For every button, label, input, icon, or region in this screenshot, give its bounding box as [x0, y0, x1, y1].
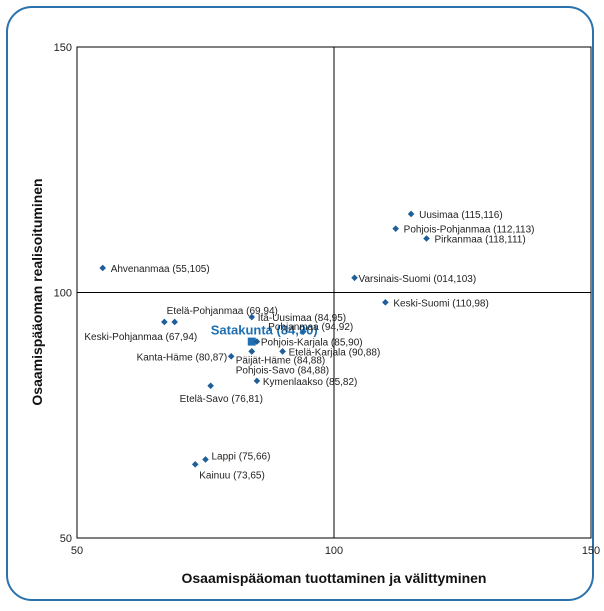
y-axis-title: Osaamispääoman realisoituminen [29, 178, 45, 405]
data-point [423, 235, 430, 242]
data-point [99, 264, 106, 272]
point-label: Kainuu (73,65) [199, 470, 265, 481]
data-point [279, 348, 286, 355]
x-tick-label: 100 [325, 545, 343, 557]
data-point [253, 338, 261, 345]
point-label: Ahvenanmaa (55,105) [111, 264, 210, 275]
chart-frame [6, 6, 594, 601]
data-point [202, 456, 209, 463]
point-label: Päijät-Häme (84,88) [236, 355, 325, 366]
point-label: Pirkanmaa (118,111) [435, 234, 526, 245]
data-point [382, 299, 389, 306]
y-tick-label: 100 [54, 288, 72, 300]
point-labels: Uusimaa (115,116) Pohjois-Pohjanmaa (112,… [84, 210, 534, 481]
axis-ticks: 50 100 150 50 100 150 [54, 42, 601, 557]
point-label: Pohjois-Savo (84,88) [236, 365, 329, 376]
reference-lines [77, 47, 591, 538]
x-tick-label: 150 [582, 545, 600, 557]
data-point [299, 328, 307, 336]
data-point [161, 318, 168, 326]
point-label: Pohjois-Pohjanmaa (112,113) [404, 225, 535, 236]
point-label: Uusimaa (115,116) [419, 210, 503, 221]
data-point [207, 382, 214, 390]
point-label: Lappi (75,66) [212, 451, 271, 462]
point-label: Kanta-Häme (80,87) [137, 352, 228, 363]
y-tick-label: 150 [54, 42, 72, 54]
point-label: Kymenlaakso (85,82) [263, 377, 358, 388]
data-point [351, 274, 358, 282]
data-point [171, 318, 178, 326]
point-label: Varsinais-Suomi (014,103) [359, 274, 477, 285]
point-label: Keski-Suomi (110,98) [393, 298, 488, 309]
data-points [99, 210, 430, 468]
data-point [227, 353, 235, 360]
point-label: Pohjanmaa (94,92) [268, 322, 353, 333]
x-axis-title: Osaamispääoman tuottaminen ja välittymin… [182, 570, 487, 586]
point-label-highlight: Satakunta (84,90) [211, 323, 318, 338]
data-point [248, 313, 256, 321]
point-label: Pohjois-Karjala (85,90) [261, 338, 363, 349]
data-point [392, 225, 399, 232]
x-tick-label: 50 [71, 545, 83, 557]
data-point [248, 348, 256, 355]
point-label: Keski-Pohjanmaa (67,94) [84, 332, 197, 343]
data-point [407, 210, 415, 218]
point-label: Etelä-Savo (76,81) [180, 394, 263, 405]
data-point [191, 461, 199, 468]
y-tick-label: 50 [60, 533, 72, 545]
data-point [253, 377, 261, 385]
point-label: Itä-Uusimaa (84,95) [258, 313, 346, 324]
point-label: Etelä-Pohjanmaa (69,94) [167, 306, 278, 317]
data-point-highlight [247, 337, 256, 346]
point-label: Etelä-Karjala (90,88) [289, 347, 381, 358]
